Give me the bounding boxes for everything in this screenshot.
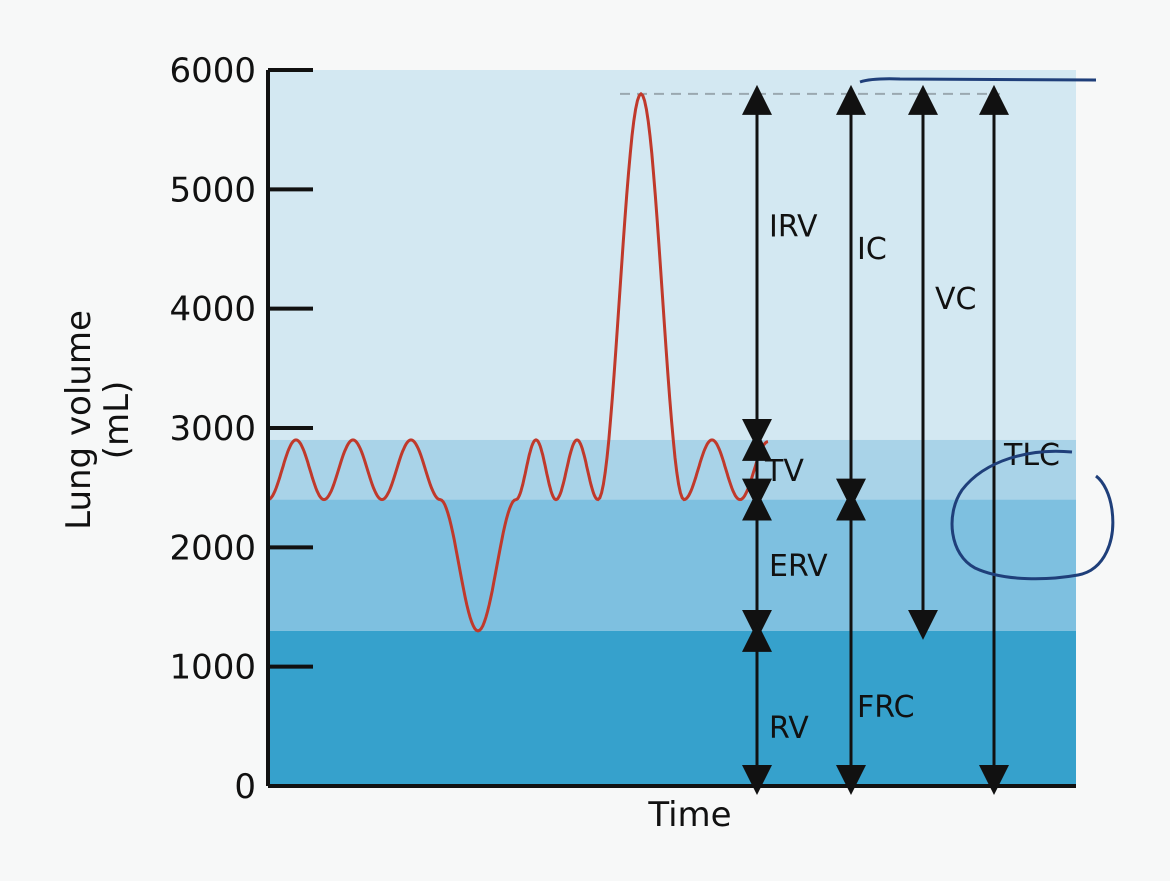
y-axis: 0 1000 2000 3000 4000 5000 6000 (169, 51, 1076, 807)
label-frc: FRC (857, 690, 915, 725)
y-axis-label-line-1: Lung volume (59, 310, 99, 530)
spirometer-trace (267, 91, 769, 633)
band-erv (268, 499, 1076, 631)
y-axis-label: Lung volume (mL) (59, 310, 137, 530)
trace-layer (267, 91, 769, 633)
band-irv (268, 70, 1076, 440)
label-tv: TV (764, 454, 804, 489)
volume-bands (268, 70, 1076, 786)
x-axis-label: Time (647, 795, 731, 835)
label-erv: ERV (769, 549, 828, 584)
ink-tlc-circle (950, 449, 1115, 581)
label-tlc: TLC (1003, 438, 1060, 473)
y-tick-label-1000: 1000 (169, 648, 256, 688)
y-tick-label-0: 0 (234, 767, 256, 807)
handwritten-annotations (859, 77, 1115, 581)
band-rv (268, 630, 1076, 786)
y-tick-label-5000: 5000 (169, 170, 256, 210)
y-axis-label-line-2: (mL) (97, 381, 137, 460)
y-tick-label-6000: 6000 (169, 51, 256, 91)
y-tick-label-2000: 2000 (169, 528, 256, 568)
measurement-arrows: IRV TV ERV RV IC FRC VC TLC (742, 84, 1060, 795)
ink-top-line (859, 77, 1097, 84)
label-ic: IC (857, 232, 887, 267)
label-vc: VC (935, 282, 976, 317)
y-tick-label-3000: 3000 (169, 409, 256, 449)
label-irv: IRV (769, 209, 818, 244)
label-rv: RV (769, 711, 809, 746)
y-tick-label-4000: 4000 (169, 290, 256, 330)
